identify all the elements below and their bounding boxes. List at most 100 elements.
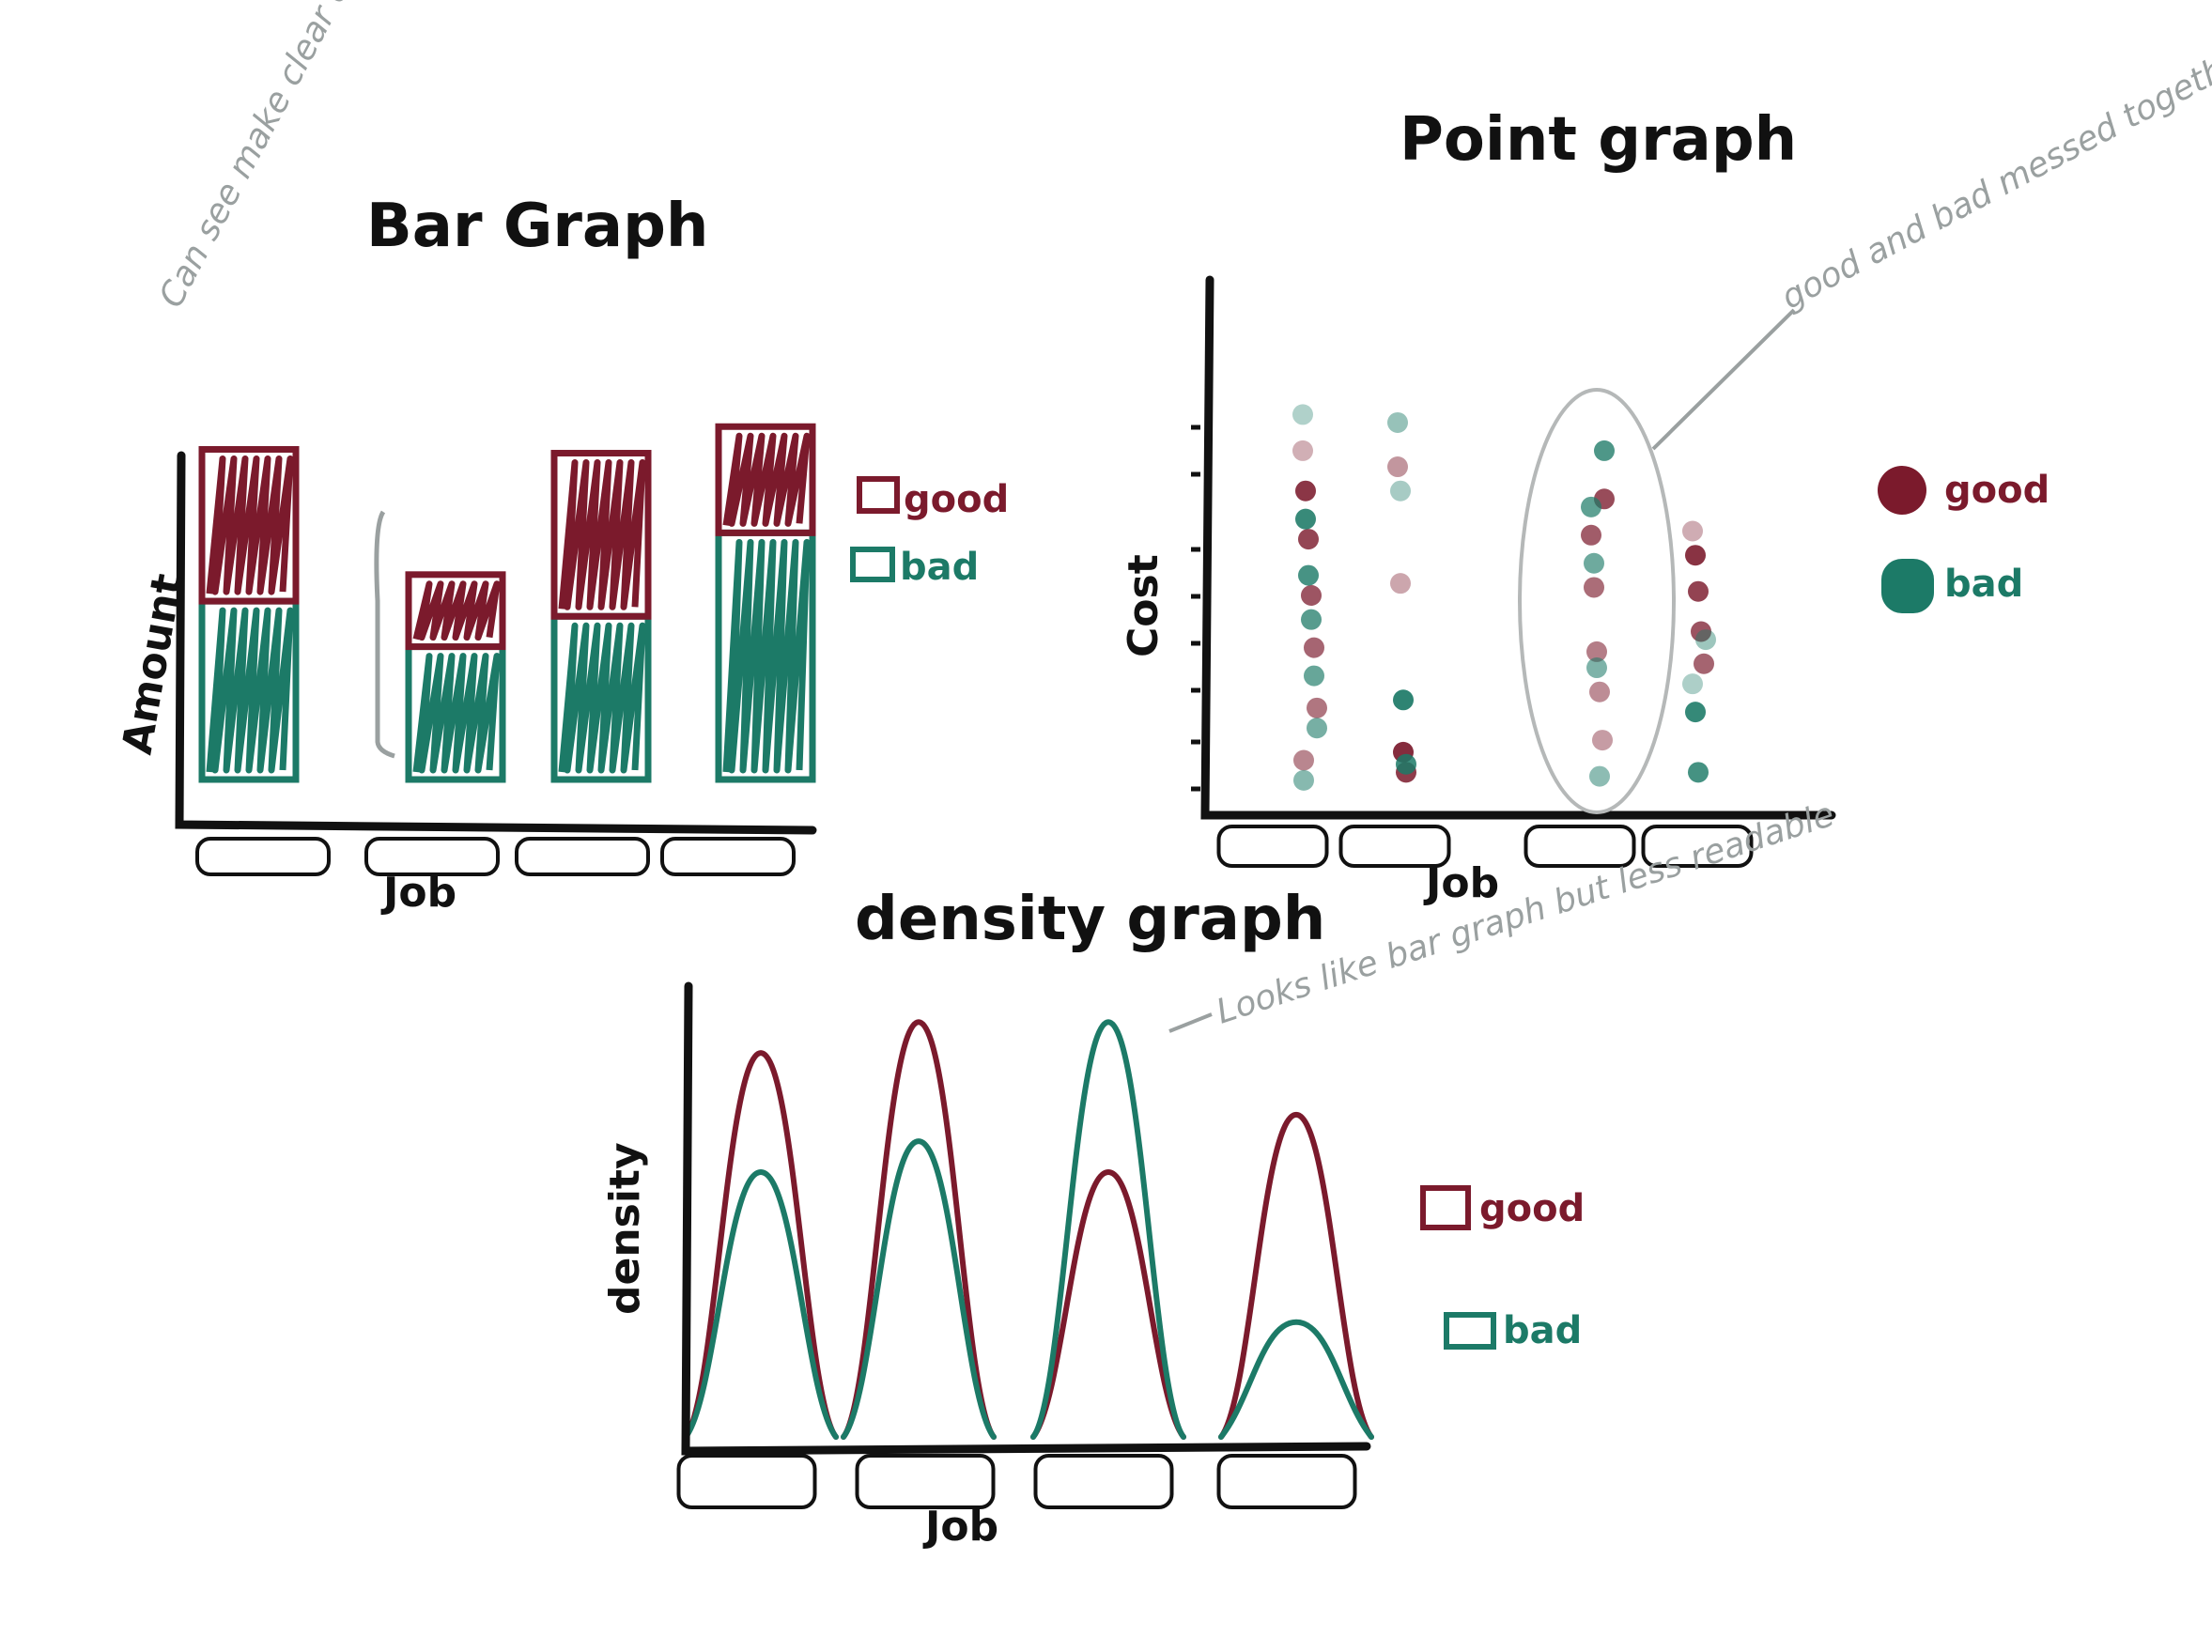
bar-chart-marks <box>198 423 816 783</box>
bar-good-3 <box>550 450 652 620</box>
bar-chart-tick-box-3 <box>515 837 650 876</box>
density-bad-2 <box>841 1138 997 1440</box>
point-good-3 <box>1298 529 1319 550</box>
bar-good-4 <box>715 423 816 536</box>
point-good-5 <box>1304 637 1324 658</box>
point-good-4 <box>1301 585 1322 606</box>
density-chart-xlabel: Job <box>922 1503 998 1551</box>
point-good-22 <box>1694 653 1714 674</box>
bar-chart-ytick <box>174 576 184 589</box>
point-bad-9 <box>1390 480 1411 502</box>
point-chart: Point graph Cost Job good and bad messed… <box>1120 33 2212 907</box>
density-chart-tick-box-2 <box>855 1454 996 1509</box>
point-bad-8 <box>1387 411 1408 433</box>
point-good-7 <box>1293 749 1314 771</box>
legend-dot-good <box>1878 466 1926 515</box>
point-bad-16 <box>1589 765 1610 787</box>
point-chart-ylabel: Cost <box>1120 554 1168 657</box>
bar-bad-2-hatch <box>412 653 501 774</box>
density-chart-ticks <box>676 1454 1357 1509</box>
density-chart-marks <box>683 1019 1374 1440</box>
legend-swatch-bad <box>1444 1312 1496 1350</box>
point-good-2 <box>1295 480 1316 502</box>
point-good-18 <box>1682 520 1703 542</box>
bar-good-2-hatch <box>412 580 501 641</box>
bar-good-1 <box>198 445 300 605</box>
point-bad-20 <box>1688 762 1709 783</box>
point-chart-ticks <box>1216 825 1754 868</box>
point-bad-2 <box>1295 508 1316 530</box>
bar-chart-tick-box-1 <box>195 837 331 876</box>
legend-label-good: good <box>1944 469 2050 512</box>
legend-label-good: good <box>904 478 1009 521</box>
point-good-21 <box>1691 621 1711 642</box>
bar-good-3-hatch <box>558 459 646 610</box>
point-good-1 <box>1292 440 1313 461</box>
bar-good-2 <box>405 571 506 651</box>
point-bad-19 <box>1685 702 1706 723</box>
point-bad-15 <box>1586 657 1607 679</box>
point-good-17 <box>1592 730 1613 751</box>
point-good-15 <box>1586 641 1607 662</box>
bar-chart-note-bracket <box>374 510 395 759</box>
bar-chart-title: Bar Graph <box>366 192 708 261</box>
bar-good-4-hatch <box>722 432 811 527</box>
point-chart-highlight-ellipse <box>1518 388 1676 814</box>
density-good-1 <box>683 1050 839 1440</box>
point-bad-14 <box>1584 552 1604 574</box>
point-bad-11 <box>1396 753 1416 775</box>
point-chart-tick-box-3 <box>1524 825 1636 868</box>
legend-swatch-bad <box>850 547 895 582</box>
density-chart-legend: good bad <box>1420 1185 1585 1352</box>
point-good-20 <box>1688 580 1709 602</box>
bar-chart-tick-box-2 <box>364 837 500 876</box>
bar-chart-tick-box-4 <box>660 837 796 876</box>
point-bad-13 <box>1581 496 1601 517</box>
point-chart-note-leader <box>1651 308 1796 451</box>
legend-swatch-good <box>857 476 900 514</box>
bar-chart-ticks <box>174 576 796 876</box>
legend-swatch-good <box>1420 1185 1471 1230</box>
density-chart-axes <box>681 981 1371 1456</box>
bar-chart: Bar Graph Amount Job good bad Can see ma… <box>114 0 1010 917</box>
bar-bad-3-hatch <box>558 622 646 774</box>
density-chart-ylabel: density <box>601 1142 649 1315</box>
point-good-9 <box>1390 573 1411 594</box>
density-bad-4 <box>1218 1319 1374 1440</box>
point-good-14 <box>1584 577 1604 598</box>
point-bad-1 <box>1292 404 1313 425</box>
point-chart-note: good and bad messed together <box>1775 33 2212 317</box>
point-bad-6 <box>1307 718 1327 739</box>
legend-label-bad: bad <box>1503 1309 1582 1352</box>
point-chart-title: Point graph <box>1400 105 1797 175</box>
point-bad-18 <box>1682 673 1703 695</box>
point-chart-yticks <box>1191 425 1200 792</box>
point-good-19 <box>1685 545 1706 566</box>
legend-label-bad: bad <box>1944 563 2023 606</box>
density-chart: density graph density Job Looks like bar… <box>601 795 1839 1551</box>
legend-dot-bad <box>1881 559 1934 613</box>
density-good-2 <box>841 1019 997 1440</box>
density-chart-tick-box-3 <box>1033 1454 1174 1509</box>
point-chart-tick-box-2 <box>1338 825 1451 868</box>
bar-bad-4-hatch <box>722 538 811 774</box>
point-bad-5 <box>1304 665 1324 687</box>
density-bad-3 <box>1030 1019 1186 1440</box>
point-chart-axes <box>1200 275 1836 820</box>
bar-chart-note: Can see make clear of percentage of bad … <box>152 0 590 314</box>
point-good-8 <box>1387 456 1408 478</box>
point-bad-7 <box>1293 769 1314 791</box>
point-good-16 <box>1589 681 1610 702</box>
bar-chart-legend: good bad <box>850 476 1009 589</box>
density-bad-1 <box>683 1168 839 1440</box>
bar-good-1-hatch <box>206 455 294 595</box>
point-bad-10 <box>1393 689 1414 711</box>
point-bad-17 <box>1695 629 1716 651</box>
legend-label-bad: bad <box>900 546 979 589</box>
bar-bad-1-hatch <box>206 607 294 774</box>
density-chart-title: density graph <box>855 885 1325 954</box>
point-chart-tick-box-1 <box>1216 825 1329 868</box>
density-chart-tick-box-4 <box>1216 1454 1357 1509</box>
point-chart-marks <box>1292 404 1716 791</box>
point-chart-legend: good bad <box>1878 466 2050 613</box>
